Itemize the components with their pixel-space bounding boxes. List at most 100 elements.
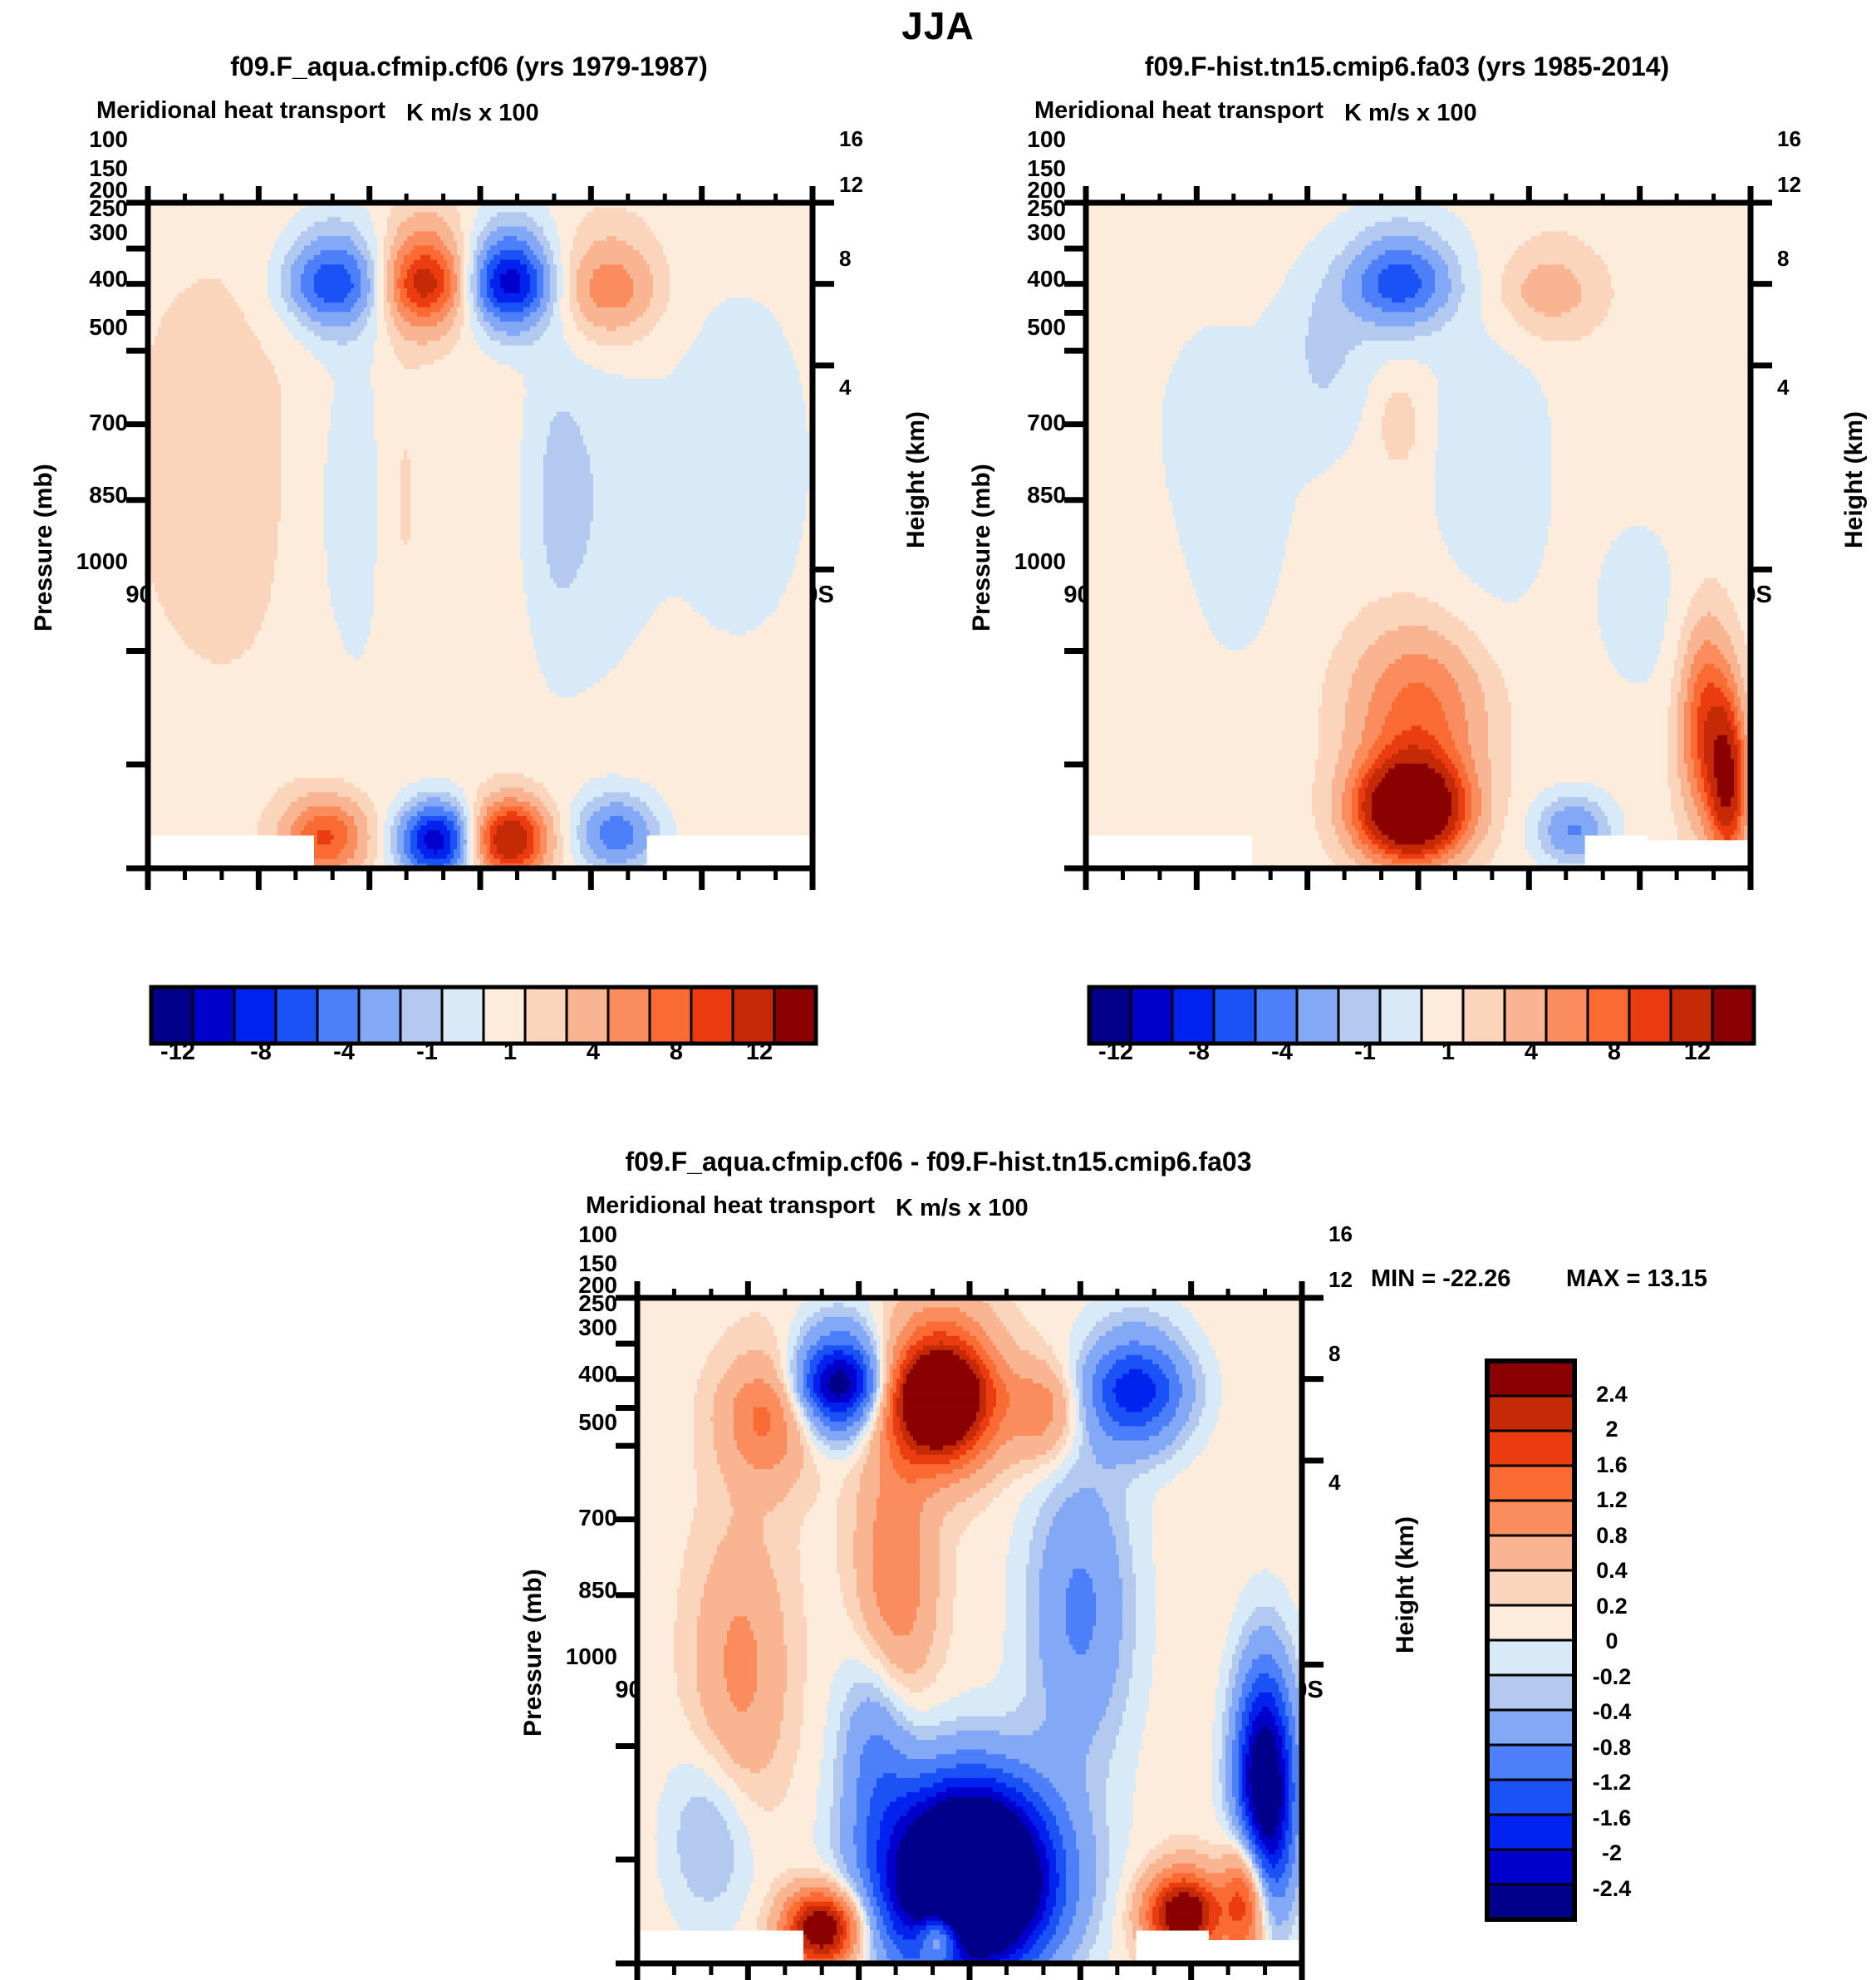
panel-case1-y2-axis-label: Height (km) bbox=[902, 411, 930, 548]
cbar-diff-label-11: -1.2 bbox=[1592, 1770, 1632, 1795]
cbar-abs-left-label-6: 8 bbox=[669, 1039, 684, 1065]
y2tick-4: 4 bbox=[839, 375, 852, 400]
xtick-90N: 90N bbox=[125, 582, 170, 608]
panel-case2-y2-axis-label: Height (km) bbox=[1840, 411, 1868, 548]
cbar-abs-left-label-2: -4 bbox=[333, 1039, 355, 1065]
ytick-100: 100 bbox=[578, 1221, 617, 1247]
cbar-abs-right-label-7: 12 bbox=[1683, 1039, 1711, 1065]
y2tick-8: 8 bbox=[1777, 246, 1790, 271]
panel-case1-max-label: MAX = 13.23 bbox=[542, 615, 684, 641]
y2tick-16: 16 bbox=[1777, 126, 1801, 151]
panel-difference-units-label: K m/s x 100 bbox=[896, 1195, 1029, 1221]
xtick-60N: 60N bbox=[236, 582, 281, 608]
panel-case2-title: f09.F-hist.tn15.cmip6.fa03 (yrs 1985-201… bbox=[1144, 52, 1670, 81]
cbar-abs-left-label-3: -1 bbox=[416, 1039, 438, 1065]
cbar-diff-label-8: -0.2 bbox=[1592, 1664, 1632, 1689]
xtick-90S: 90S bbox=[791, 582, 834, 608]
xtick-60N: 60N bbox=[1174, 582, 1219, 608]
y2tick-4: 4 bbox=[1328, 1470, 1341, 1495]
xtick-30S: 30S bbox=[1058, 1677, 1102, 1703]
ytick-400: 400 bbox=[578, 1361, 617, 1387]
panel-difference-title: f09.F_aqua.cfmip.cf06 - f09.F-hist.tn15.… bbox=[625, 1147, 1252, 1177]
y2tick-16: 16 bbox=[839, 126, 863, 151]
cbar-abs-left-label-0: -12 bbox=[160, 1039, 195, 1065]
xtick-30N: 30N bbox=[836, 1677, 881, 1703]
cbar-diff-label-2: 1.6 bbox=[1596, 1452, 1628, 1477]
xtick-30N: 30N bbox=[1284, 582, 1329, 608]
panel-case1-variable-label: Meridional heat transport bbox=[96, 97, 386, 124]
panel-case1-title: f09.F_aqua.cfmip.cf06 (yrs 1979-1987) bbox=[230, 52, 708, 81]
y2tick-12: 12 bbox=[839, 172, 863, 197]
ytick-700: 700 bbox=[1027, 410, 1066, 435]
panel-case2-units-label: K m/s x 100 bbox=[1344, 100, 1477, 126]
cbar-abs-right-label-3: -1 bbox=[1354, 1039, 1376, 1065]
cbar-abs-right-label-6: 8 bbox=[1607, 1039, 1622, 1065]
ytick-700: 700 bbox=[578, 1505, 617, 1530]
cbar-diff-label-1: 2 bbox=[1605, 1417, 1618, 1442]
ytick-300: 300 bbox=[89, 219, 128, 245]
panel-case2-min-label: MIN = -8.86 bbox=[1287, 615, 1414, 641]
cbar-diff-label-14: -2.4 bbox=[1592, 1876, 1632, 1901]
panel-case2: f09.F-hist.tn15.cmip6.fa03 (yrs 1985-201… bbox=[938, 0, 1876, 1105]
ytick-1000: 1000 bbox=[565, 1643, 617, 1669]
cbar-abs-right-label-4: 1 bbox=[1441, 1039, 1456, 1065]
xtick-0: 0 bbox=[473, 582, 488, 608]
xtick-30S: 30S bbox=[569, 582, 612, 608]
cbar-diff-label-6: 0.2 bbox=[1596, 1594, 1628, 1619]
cbar-abs-left-label-1: -8 bbox=[250, 1039, 272, 1065]
ytick-400: 400 bbox=[89, 266, 128, 292]
y2tick-8: 8 bbox=[1328, 1341, 1341, 1366]
ytick-1000: 1000 bbox=[76, 548, 128, 574]
panel-difference-variable-label: Meridional heat transport bbox=[586, 1192, 876, 1219]
panel-difference-y2-axis-label: Height (km) bbox=[1392, 1516, 1419, 1653]
ytick-100: 100 bbox=[89, 126, 128, 152]
ytick-400: 400 bbox=[1027, 266, 1066, 292]
xtick-30N: 30N bbox=[346, 582, 391, 608]
cbar-diff-label-3: 1.2 bbox=[1596, 1487, 1628, 1512]
cbar-abs-right-label-1: -8 bbox=[1188, 1039, 1210, 1065]
cbar-abs-left-label-4: 1 bbox=[503, 1039, 518, 1065]
xtick-0: 0 bbox=[962, 1677, 977, 1703]
panel-case1-units-label: K m/s x 100 bbox=[406, 100, 539, 126]
panel-case1: f09.F_aqua.cfmip.cf06 (yrs 1979-1987) Me… bbox=[0, 0, 938, 1105]
ytick-300: 300 bbox=[578, 1314, 617, 1340]
cbar-abs-left-label-5: 4 bbox=[586, 1039, 601, 1065]
ytick-700: 700 bbox=[89, 410, 128, 435]
ytick-250: 250 bbox=[89, 195, 128, 221]
ytick-850: 850 bbox=[578, 1577, 617, 1603]
cbar-diff-label-0: 2.4 bbox=[1596, 1382, 1628, 1407]
panel-difference: f09.F_aqua.cfmip.cf06 - f09.F-hist.tn15.… bbox=[469, 1105, 1707, 1980]
ytick-300: 300 bbox=[1027, 219, 1066, 245]
y2tick-4: 4 bbox=[1777, 375, 1790, 400]
panel-difference-max-label: MAX = 13.15 bbox=[1566, 1265, 1708, 1292]
cbar-diff-label-13: -2 bbox=[1601, 1840, 1622, 1865]
xtick-30S: 30S bbox=[1507, 582, 1550, 608]
ytick-850: 850 bbox=[89, 482, 128, 508]
cbar-diff-label-10: -0.8 bbox=[1592, 1735, 1632, 1760]
ytick-250: 250 bbox=[1027, 195, 1066, 221]
ytick-500: 500 bbox=[578, 1409, 617, 1435]
ytick-850: 850 bbox=[1027, 482, 1066, 508]
panel-case1-min-label: MIN = -13.23 bbox=[349, 615, 489, 641]
xtick-90S: 90S bbox=[1729, 582, 1772, 608]
colorbar-difference bbox=[1485, 1358, 1577, 1922]
ytick-250: 250 bbox=[578, 1290, 617, 1316]
ytick-100: 100 bbox=[1027, 126, 1066, 152]
y2tick-12: 12 bbox=[1777, 172, 1801, 197]
panel-case2-variable-label: Meridional heat transport bbox=[1034, 97, 1324, 124]
xtick-60S: 60S bbox=[1169, 1677, 1212, 1703]
y2tick-16: 16 bbox=[1328, 1221, 1353, 1246]
cbar-abs-right-label-0: -12 bbox=[1098, 1039, 1133, 1065]
panel-case2-max-label: MAX = 22.32 bbox=[1485, 615, 1627, 641]
cbar-abs-left-label-7: 12 bbox=[745, 1039, 773, 1065]
xtick-60S: 60S bbox=[1618, 582, 1661, 608]
y2tick-12: 12 bbox=[1328, 1267, 1353, 1292]
cbar-diff-label-7: 0 bbox=[1605, 1629, 1618, 1653]
ytick-500: 500 bbox=[89, 314, 128, 340]
cbar-diff-label-9: -0.4 bbox=[1592, 1699, 1632, 1724]
cbar-diff-label-4: 0.8 bbox=[1596, 1523, 1628, 1548]
xtick-0: 0 bbox=[1411, 582, 1426, 608]
xtick-90N: 90N bbox=[1063, 582, 1108, 608]
xtick-60S: 60S bbox=[680, 582, 723, 608]
panel-difference-min-label: MIN = -22.26 bbox=[1371, 1265, 1511, 1292]
